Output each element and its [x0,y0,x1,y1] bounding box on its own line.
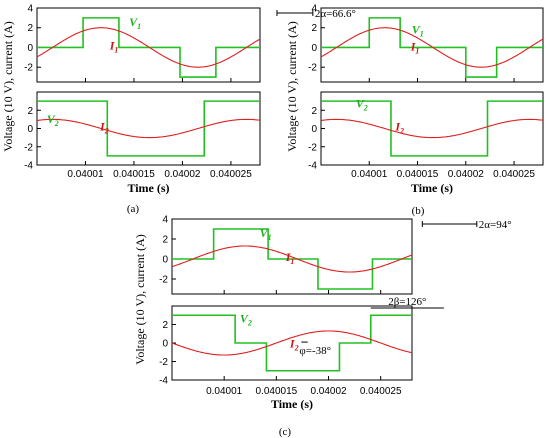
plot-c-bottom-ytick-label: -2 [159,357,168,368]
plot-b-xtick-label: 0.04002 [448,169,485,180]
plot-a-v2-wave [37,100,260,157]
plot-b-i1-wave [320,27,544,68]
plot-c-v2-wave [172,314,412,372]
plot-a-xlabel: Time (s) [127,181,169,195]
plot-c-xlabel: Time (s) [271,397,313,411]
plot-b-top-ytick-label: 4 [311,4,317,15]
plot-b-bottom-ytick-label: -2 [308,142,317,153]
plot-b-xlabel: Time (s) [411,181,453,195]
plot-a-bottom-ytick-label: 2 [27,106,33,117]
plot-c-alpha-annotation: 2α=94° [479,219,512,231]
plot-b-xtick-label: 0.04001 [351,169,388,180]
plot-a-bottom-ytick-label: -2 [24,142,33,153]
plot-a-bottom-ytick-label: -4 [24,161,33,172]
plot-c-i1-wave [171,245,413,273]
plot-c-phi-annotation: φ=-38° [299,345,331,357]
plot-c-top-frame [171,218,413,295]
plot-c-xtick-label: 0.04002 [310,386,347,397]
plot-a-xtick-label: 0.04002 [164,169,201,180]
plot-b-xtick-label: 0.040015 [397,169,439,180]
plot-b-top-frame [320,7,544,83]
plot-b-i2-wave [320,118,544,139]
plot-b-xtick-label: 0.040025 [493,169,535,180]
plot-a-i1-wave [36,27,261,68]
plot-a-xtick-label: 0.040025 [210,169,252,180]
plot-a-xtick-label: 0.04001 [67,169,104,180]
plot-a-xtick-label: 0.040015 [113,169,155,180]
plot-a-bottom-frame [36,91,261,166]
plot-b-bottom-frame [320,91,544,166]
plot-a-v1-label: V1 [129,15,141,31]
plot-a-top-ytick-label: 2 [27,23,33,34]
plot-c-xtick-label: 0.040015 [255,386,297,397]
plot-a-v2-label: V2 [47,112,59,128]
plot-a-i2-label: I2 [99,119,109,135]
plot-a-caption: (a) [127,203,140,215]
plot-b-top-ytick-label: 0 [311,43,317,54]
plot-a-ylabel: Voltage (10 V), current (A) [1,21,15,152]
plot-b-i1-label: I1 [410,39,420,55]
plot-c-i1-label: I1 [285,250,295,266]
plot-a-bottom-ytick-label: 0 [27,124,33,135]
plot-a-i1-label: I1 [109,38,119,54]
plot-c-xtick-label: 0.040025 [360,386,402,397]
plot-c-beta-annotation: 2β=126° [388,296,426,308]
plot-c-i2-label: I2 [289,337,299,353]
plot-b-v1-label: V1 [412,23,424,39]
plot-b-caption: (b) [412,205,425,217]
plot-c-bottom-ytick-label: 0 [162,339,168,350]
plot-c-v2-label: V2 [240,312,252,328]
plot-b-v2-wave [321,100,543,157]
plot-c-top-ytick-label: 4 [162,215,168,226]
plot-a-top-ytick-label: 0 [27,43,33,54]
plot-c-bottom-ytick-label: -4 [159,376,168,387]
plot-b-v2-label: V2 [356,97,368,113]
plot-a-top-ytick-label: 4 [27,4,33,15]
plot-c-v1-wave [172,228,412,290]
plot-c-xtick-label: 0.04001 [206,386,243,397]
plot-a-top-frame [36,7,261,83]
plot-b-bottom-ytick-label: -4 [308,161,317,172]
plot-a-i2-wave [36,118,261,139]
plot-c-bottom-ytick-label: 2 [162,320,168,331]
plot-c-top-ytick-label: 2 [162,235,168,246]
plot-c-v1-label: V1 [260,226,272,242]
plot-b-i2-label: I2 [394,119,404,135]
plot-c-top-ytick-label: 0 [162,255,168,266]
plot-b-top-ytick-label: -2 [308,63,317,74]
plot-a-alpha-annotation: 2α=66.6° [315,8,356,20]
plot-c-i2-wave [171,330,413,356]
plot-c-caption: (c) [279,426,292,438]
plot-b-bottom-ytick-label: 0 [311,124,317,135]
plot-c-ylabel: Voltage (10 V), current (A) [133,234,147,365]
plot-b-top-ytick-label: 2 [311,23,317,34]
plot-b-bottom-ytick-label: 2 [311,106,317,117]
plot-a-top-ytick-label: -2 [24,63,33,74]
plot-c-top-ytick-label: -2 [159,275,168,286]
plot-b-ylabel: Voltage (10 V), current (A) [285,21,299,152]
